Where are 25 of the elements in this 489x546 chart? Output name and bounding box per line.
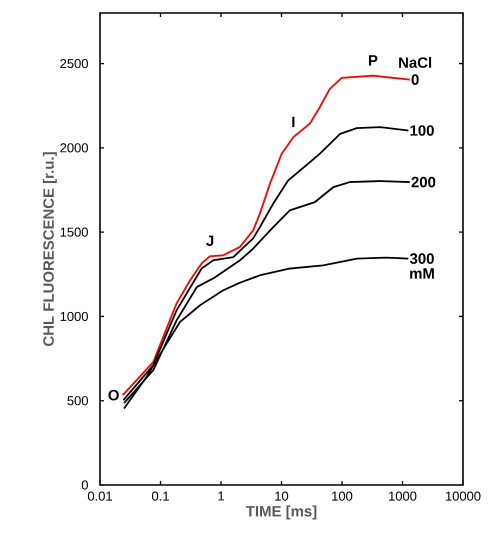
x-tick-label: 0.01 [88, 492, 112, 501]
y-axis-title: CHL FLUORESCENCE [r.u.] [42, 152, 57, 346]
y-tick-label: 0 [82, 480, 88, 490]
y-tick-label: 500 [67, 396, 88, 406]
series-label: 200 [411, 176, 436, 188]
y-tick-label: 1500 [60, 228, 88, 237]
annotation: J [206, 236, 214, 246]
legend-title: NaCl [399, 56, 432, 68]
x-axis-title: TIME [ms] [246, 506, 316, 520]
y-tick-label: 1000 [60, 312, 88, 322]
series-label: 0 [412, 74, 419, 85]
annotation: P [368, 55, 378, 66]
x-tick-label: 1 [218, 492, 224, 500]
y-tick-label: 2000 [60, 143, 88, 152]
x-tick-label: 10 [275, 492, 288, 501]
annotation: mM [410, 268, 434, 279]
y-tick-label: 2500 [60, 58, 88, 68]
series-label: 100 [410, 125, 434, 136]
x-tick-label: 10000 [446, 492, 480, 501]
x-tick-label: 100 [332, 492, 352, 501]
annotation: I [292, 116, 294, 128]
series-label: 300 [410, 253, 434, 264]
x-tick-label: 1000 [389, 492, 416, 501]
x-tick-label: 0.1 [152, 492, 169, 501]
annotation: O [108, 390, 119, 400]
